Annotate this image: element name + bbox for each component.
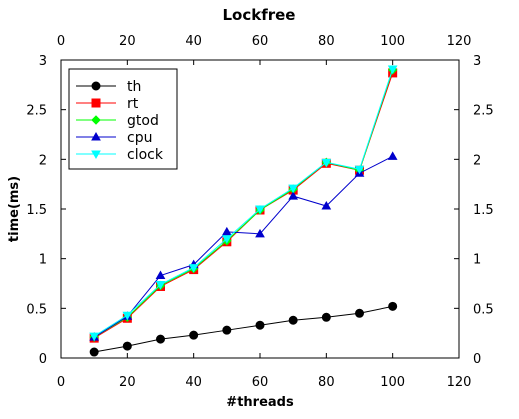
y-tick-label-left: 2 (39, 153, 47, 168)
series-line-clock (93, 68, 394, 337)
x-tick-label-bottom: 0 (57, 375, 65, 390)
series-line-cpu (93, 155, 393, 338)
legend-marker (91, 98, 101, 108)
legend-item-clock: clock (76, 147, 164, 163)
legend-label: rt (127, 96, 139, 112)
legend-label: gtod (127, 113, 159, 129)
y-tick-label-left: 2.5 (26, 104, 47, 119)
legend-marker (91, 150, 101, 160)
series-layer (89, 65, 398, 357)
x-tick-label-bottom: 120 (447, 375, 472, 390)
data-point-cpu (255, 228, 265, 238)
x-axis-label: #threads (226, 395, 294, 410)
data-point-th (122, 341, 132, 351)
y-tick-label-right: 2.5 (473, 104, 494, 119)
y-tick-label-left: 1.5 (26, 203, 47, 218)
data-point-clock (288, 184, 299, 194)
series-cpu (89, 151, 398, 341)
data-point-th (321, 312, 331, 322)
legend-item-cpu: cpu (76, 130, 152, 146)
data-point-clock (255, 205, 265, 215)
x-tick-label-top: 120 (447, 34, 472, 49)
y-tick-label-right: 1.5 (473, 203, 494, 218)
y-axis-label: time(ms) (7, 176, 22, 242)
x-tick-label-top: 60 (252, 34, 269, 49)
legend-label: th (127, 79, 141, 95)
data-point-th (156, 334, 165, 344)
x-tick-label-bottom: 40 (185, 375, 202, 390)
data-point-cpu (288, 191, 299, 200)
data-point-cpu (155, 270, 166, 280)
y-tick-label-right: 3 (473, 54, 481, 69)
series-clock (89, 65, 398, 342)
data-point-clock (89, 332, 100, 342)
x-tick-label-bottom: 80 (318, 375, 335, 390)
y-tick-label-right: 0.5 (473, 302, 494, 317)
legend-item-th: th (76, 79, 141, 95)
data-point-clock (387, 65, 398, 74)
legend-item-rt: rt (76, 96, 139, 112)
x-tick-label-bottom: 60 (252, 375, 269, 390)
x-tick-label-bottom: 100 (380, 375, 405, 390)
data-point-clock (122, 311, 133, 321)
data-point-th (288, 315, 298, 325)
y-tick-label-left: 3 (39, 54, 47, 69)
x-tick-label-top: 20 (119, 34, 136, 49)
legend-marker (91, 131, 101, 141)
x-tick-label-top: 80 (318, 34, 335, 49)
x-tick-label-top: 100 (380, 34, 405, 49)
data-point-th (255, 320, 265, 330)
data-point-th (89, 347, 99, 357)
data-point-th (222, 325, 232, 335)
legend-marker (91, 81, 101, 91)
y-tick-label-right: 2 (473, 153, 481, 168)
data-point-cpu (221, 226, 232, 236)
legend-label: cpu (127, 130, 152, 146)
y-tick-label-left: 0.5 (26, 302, 47, 317)
data-point-th (388, 301, 398, 311)
series-line-th (94, 305, 393, 353)
data-point-clock (221, 235, 232, 244)
series-th (89, 301, 398, 357)
x-tick-label-top: 0 (57, 34, 65, 49)
data-point-cpu (387, 151, 398, 160)
y-tick-label-left: 1 (39, 253, 47, 268)
y-tick-label-right: 0 (473, 352, 481, 367)
y-tick-label-right: 1 (473, 253, 481, 268)
data-point-cpu (321, 201, 332, 210)
data-point-clock (155, 280, 166, 290)
data-point-clock (354, 165, 365, 175)
legend-marker (91, 115, 101, 125)
legend-item-gtod: gtod (76, 113, 159, 129)
data-point-th (355, 308, 364, 318)
x-tick-label-top: 40 (185, 34, 202, 49)
y-tick-label-left: 0 (39, 352, 47, 367)
chart-title: Lockfree (222, 6, 295, 24)
data-point-th (189, 330, 199, 340)
legend-label: clock (127, 147, 164, 163)
data-point-clock (188, 264, 199, 273)
x-tick-label-bottom: 20 (119, 375, 136, 390)
data-point-clock (321, 158, 332, 168)
